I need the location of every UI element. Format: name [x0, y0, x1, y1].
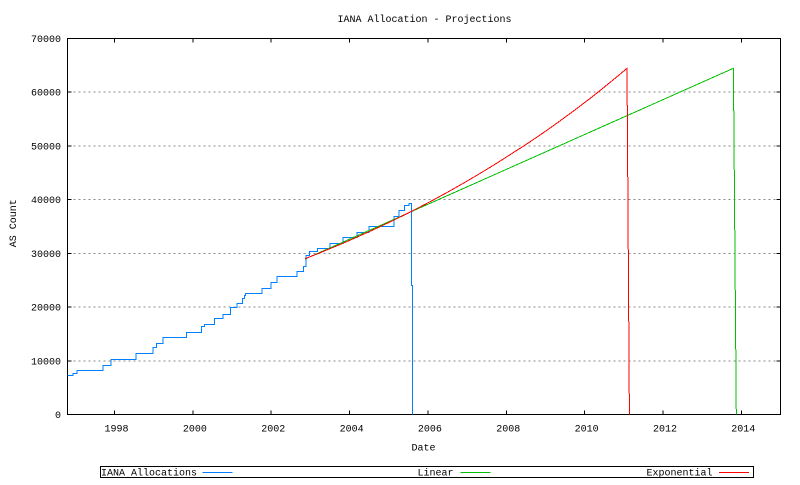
svg-text:2008: 2008	[496, 425, 520, 436]
svg-text:2004: 2004	[340, 425, 364, 436]
svg-text:0: 0	[55, 411, 61, 422]
svg-text:30000: 30000	[31, 250, 61, 261]
svg-text:Date: Date	[411, 444, 435, 455]
svg-text:10000: 10000	[31, 357, 61, 368]
svg-text:1998: 1998	[104, 425, 128, 436]
svg-text:Linear: Linear	[417, 468, 453, 480]
svg-text:2000: 2000	[183, 425, 207, 436]
svg-text:50000: 50000	[31, 142, 61, 153]
svg-text:60000: 60000	[31, 89, 61, 100]
svg-text:2014: 2014	[731, 425, 755, 436]
svg-text:IANA Allocation - Projections: IANA Allocation - Projections	[337, 14, 511, 26]
svg-text:AS Count: AS Count	[9, 199, 20, 247]
svg-text:2010: 2010	[575, 425, 599, 436]
svg-text:70000: 70000	[31, 35, 61, 46]
svg-text:2002: 2002	[261, 425, 285, 436]
svg-text:2006: 2006	[418, 425, 442, 436]
svg-text:Exponential: Exponential	[646, 468, 712, 480]
svg-text:20000: 20000	[31, 304, 61, 315]
svg-text:IANA Allocations: IANA Allocations	[101, 468, 197, 480]
svg-text:2012: 2012	[653, 425, 677, 436]
svg-text:40000: 40000	[31, 196, 61, 207]
